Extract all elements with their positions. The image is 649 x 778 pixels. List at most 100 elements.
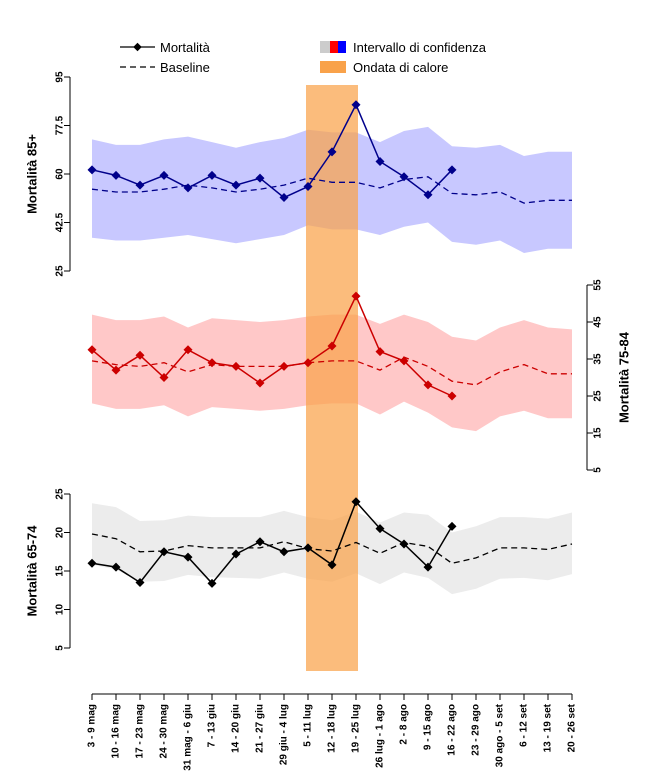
x-tick-label: 9 - 15 ago (423, 704, 434, 750)
mortality-point-85+ (327, 147, 337, 157)
mortality-point-85+ (399, 172, 409, 182)
mortality-point-75-84 (279, 361, 289, 371)
mortality-point-65-74 (399, 539, 409, 549)
mortality-point-85+ (351, 100, 361, 110)
mortality-point-85+ (423, 190, 433, 200)
y-tick-label-85+: 42.5 (55, 212, 66, 232)
mortality-point-85+ (255, 173, 265, 183)
y-axis-title-85+: Mortalità 85+ (25, 134, 40, 214)
x-tick-label: 13 - 19 set (543, 703, 554, 752)
mortality-point-75-84 (255, 378, 265, 388)
mortality-point-75-84 (327, 341, 337, 351)
y-tick-label-65-74: 20 (55, 527, 66, 539)
x-tick-label: 5 - 11 lug (303, 704, 314, 747)
y-tick-label-85+: 95 (55, 71, 66, 83)
x-tick-label: 2 - 8 ago (399, 704, 410, 745)
x-tick-label: 29 giu - 4 lug (279, 704, 290, 765)
mortality-point-85+ (111, 170, 121, 180)
axes: 25 42.5 60 77.5 95 Mortalità 85+ 5 15 25 35 45 55 Mo… (25, 71, 632, 700)
x-tick-label: 26 lug - 1 ago (375, 704, 386, 768)
mortality-point-75-84 (423, 380, 433, 390)
mortality-point-75-84 (447, 391, 457, 401)
y-tick-label-85+: 60 (55, 168, 66, 180)
baseline-line-75-84 (91, 356, 572, 386)
y-tick-label-65-74: 25 (55, 488, 66, 500)
legend-ci-swatch-blue (338, 41, 346, 53)
x-tick-label: 6 - 12 set (519, 703, 530, 746)
y-tick-label-65-74: 5 (55, 645, 66, 651)
mortality-point-65-74 (255, 537, 265, 547)
mortality-point-65-74 (351, 497, 361, 507)
x-tick-label: 3 - 9 mag (87, 704, 98, 747)
mortality-point-65-74 (423, 562, 433, 572)
mortality-point-65-74 (375, 524, 385, 534)
x-tick-label: 12 - 18 lug (327, 704, 338, 753)
x-tick-label: 31 mag - 6 giu (183, 704, 194, 771)
mortality-point-85+ (231, 180, 241, 190)
x-tick-label: 21 - 27 giu (255, 704, 266, 753)
y-axis-title-65-74: Mortalità 65-74 (25, 525, 40, 617)
legend-heatwave-swatch (320, 61, 346, 73)
mortality-point-85+ (207, 170, 217, 180)
series-lines (87, 100, 573, 588)
mortality-point-75-84 (159, 373, 169, 382)
y-tick-label-65-74: 10 (55, 604, 66, 616)
mortality-point-65-74 (111, 562, 121, 572)
mortality-point-65-74 (207, 578, 217, 588)
mortality-point-75-84 (111, 365, 121, 375)
legend-baseline-label: Baseline (160, 60, 210, 75)
y-tick-label-75-84: 35 (593, 353, 604, 365)
mortality-point-85+ (183, 183, 193, 193)
mortality-point-75-84 (135, 350, 145, 360)
mortality-point-85+ (87, 165, 97, 175)
mortality-point-65-74 (135, 578, 145, 588)
baseline-line-65-74 (91, 533, 573, 564)
x-tick-label: 10 - 16 mag (111, 704, 122, 758)
mortality-point-75-84 (399, 356, 409, 366)
y-axis-title-75-84: Mortalità 75-84 (617, 331, 632, 423)
mortality-point-85+ (447, 165, 457, 175)
mortality-point-75-84 (87, 345, 97, 355)
legend-heatwave-label: Ondata di calore (353, 60, 448, 75)
x-axis-labels: 3 - 9 mag 10 - 16 mag 17 - 23 mag 24 - 30 m… (87, 703, 578, 770)
mortality-point-65-74 (87, 558, 97, 568)
mortality-point-85+ (159, 170, 169, 180)
mortality-point-85+ (375, 157, 385, 167)
x-tick-label: 24 - 30 mag (159, 704, 170, 758)
mortality-point-75-84 (183, 345, 193, 355)
legend-ci-swatch-gray (320, 41, 330, 53)
x-tick-label: 16 - 22 ago (447, 704, 458, 756)
x-tick-label: 7 - 13 giu (207, 704, 218, 747)
mortality-point-65-74 (303, 543, 313, 553)
mortality-point-85+ (303, 181, 313, 191)
baseline-line-85+ (91, 176, 572, 204)
mortality-point-65-74 (327, 560, 337, 570)
mortality-point-65-74 (159, 547, 169, 557)
x-tick-label: 23 - 29 ago (471, 704, 482, 756)
mortality-point-85+ (135, 180, 145, 190)
mortality-line-85+ (91, 102, 453, 199)
y-tick-label-85+: 25 (55, 265, 66, 277)
y-tick-label-75-84: 15 (593, 427, 604, 439)
y-tick-label-75-84: 45 (593, 316, 604, 328)
mortality-point-65-74 (447, 521, 457, 531)
mortality-point-75-84 (207, 358, 217, 368)
legend-ci-swatch-red (330, 41, 338, 53)
mortality-line-75-84 (91, 294, 453, 397)
mortality-point-75-84 (231, 361, 241, 371)
legend-ci-label: Intervallo di confidenza (353, 40, 487, 55)
mortality-point-65-74 (183, 552, 193, 562)
y-tick-label-65-74: 15 (55, 565, 66, 577)
heatwave-highlight (306, 85, 358, 671)
y-tick-label-85+: 77.5 (55, 115, 66, 135)
mortality-point-75-84 (303, 358, 313, 368)
y-tick-label-75-84: 55 (593, 279, 604, 291)
y-tick-label-75-84: 25 (593, 390, 604, 402)
x-tick-label: 17 - 23 mag (135, 704, 146, 758)
x-tick-label: 30 ago - 5 set (495, 703, 506, 767)
legend-mortality-marker (133, 42, 142, 52)
legend-mortality-label: Mortalità (160, 40, 211, 55)
mortality-point-75-84 (375, 347, 385, 357)
mortality-point-65-74 (231, 549, 241, 559)
